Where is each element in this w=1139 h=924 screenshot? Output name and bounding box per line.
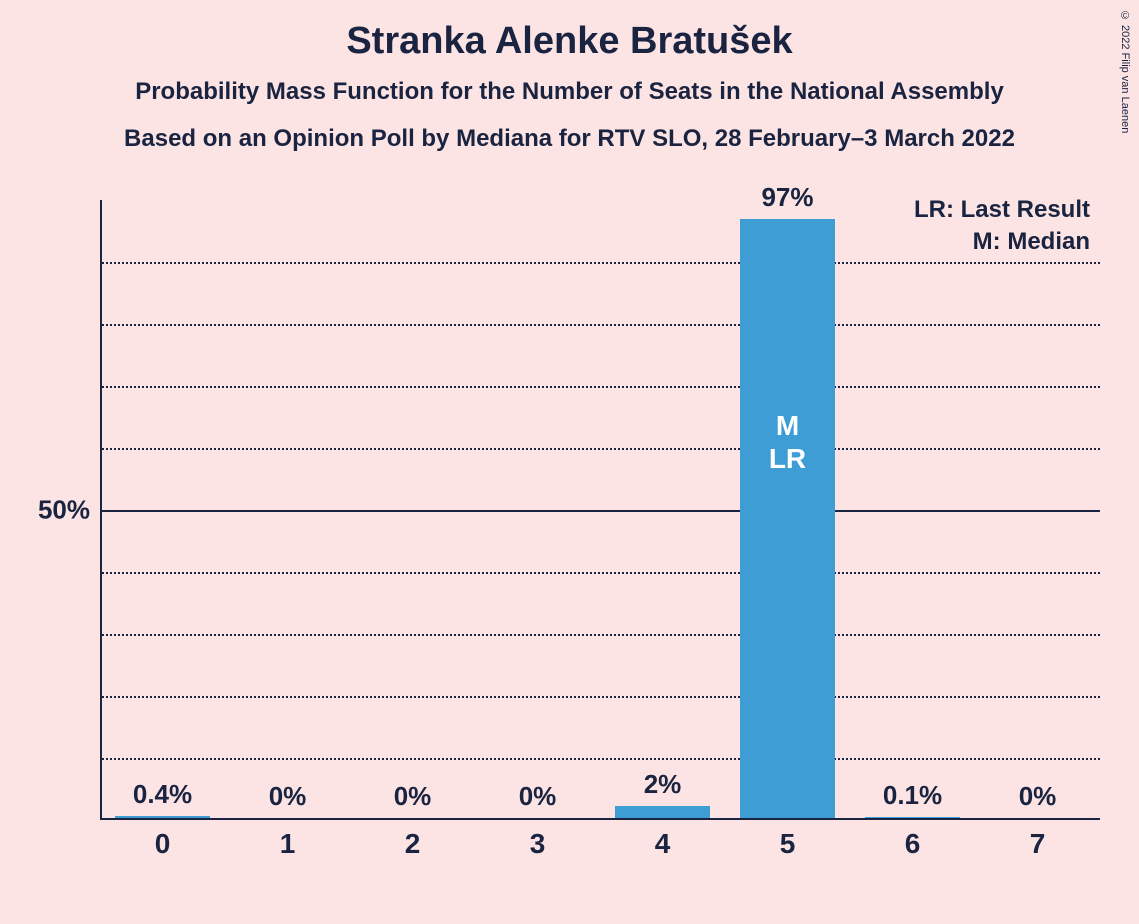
bar-value-label: 0.1% <box>850 780 975 817</box>
x-axis-tick-label: 6 <box>850 828 975 860</box>
bar-slot: 0.1% <box>850 200 975 818</box>
x-axis-tick-label: 4 <box>600 828 725 860</box>
bar-value-label: 2% <box>600 769 725 806</box>
bars-group: 0.4%0%0%0%2%MLR97%0.1%0% <box>100 200 1100 818</box>
bar-value-label: 0% <box>975 781 1100 818</box>
chart-subtitle-2: Based on an Opinion Poll by Mediana for … <box>0 125 1139 153</box>
x-axis-tick-label: 0 <box>100 828 225 860</box>
bar-slot: 0% <box>225 200 350 818</box>
x-axis-line <box>100 818 1100 820</box>
x-axis-tick-label: 5 <box>725 828 850 860</box>
chart-title: Stranka Alenke Bratušek <box>0 20 1139 63</box>
bar-slot: 0% <box>975 200 1100 818</box>
x-axis-tick-label: 1 <box>225 828 350 860</box>
x-axis-labels: 01234567 <box>100 828 1100 860</box>
chart-subtitle-1: Probability Mass Function for the Number… <box>0 78 1139 106</box>
chart-container: Stranka Alenke Bratušek Probability Mass… <box>0 0 1139 924</box>
bar <box>615 806 710 818</box>
bar-slot: 0% <box>475 200 600 818</box>
x-axis-tick-label: 3 <box>475 828 600 860</box>
bar-value-label: 0% <box>350 781 475 818</box>
bar-slot: 2% <box>600 200 725 818</box>
bar-slot: MLR97% <box>725 200 850 818</box>
plot-area: 50% LR: Last Result M: Median 0.4%0%0%0%… <box>100 200 1100 820</box>
bar-value-label: 0% <box>475 781 600 818</box>
bar-annotation: MLR <box>740 410 835 474</box>
bar-slot: 0.4% <box>100 200 225 818</box>
bar-slot: 0% <box>350 200 475 818</box>
x-axis-tick-label: 2 <box>350 828 475 860</box>
bar-value-label: 0.4% <box>100 779 225 816</box>
y-axis-label: 50% <box>14 495 90 526</box>
bar: MLR <box>740 219 835 818</box>
bar <box>865 817 960 818</box>
copyright-text: © 2022 Filip van Laenen <box>1119 10 1131 133</box>
bar-value-label: 0% <box>225 781 350 818</box>
bar <box>115 816 210 818</box>
bar-value-label: 97% <box>725 182 850 219</box>
x-axis-tick-label: 7 <box>975 828 1100 860</box>
